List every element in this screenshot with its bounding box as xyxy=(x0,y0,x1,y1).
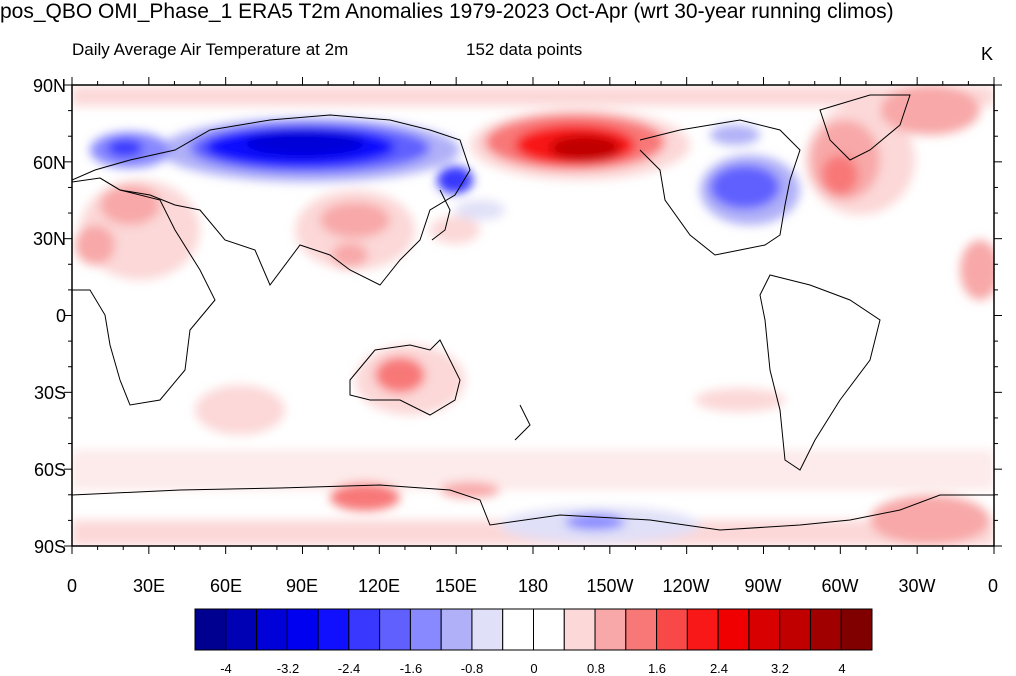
colorbar-swatch xyxy=(317,608,350,651)
colorbar-swatch xyxy=(533,608,565,651)
lon-label: 30E xyxy=(133,576,165,596)
lon-label: 30W xyxy=(898,576,935,596)
figure-title: pos_QBO OMI_Phase_1 ERA5 T2m Anomalies 1… xyxy=(0,0,894,23)
lon-label: 60W xyxy=(821,576,858,596)
anomaly-field xyxy=(72,85,994,546)
lat-label: 0 xyxy=(56,306,66,326)
lat-label: 90N xyxy=(33,76,66,96)
colorbar-label: 2.4 xyxy=(710,661,728,676)
lon-label: 90W xyxy=(744,576,781,596)
lon-label: 0 xyxy=(67,576,77,596)
colorbar-label: 4 xyxy=(838,661,845,676)
colorbar-swatch xyxy=(809,608,842,651)
colorbar-label: -4 xyxy=(220,661,232,676)
axis-ticks xyxy=(64,77,1002,554)
colorbar-swatch xyxy=(194,608,227,651)
colorbar-swatch xyxy=(256,608,288,651)
lon-label: 150W xyxy=(586,576,633,596)
colorbar-swatch xyxy=(563,608,596,651)
lon-label: 180 xyxy=(518,576,548,596)
colorbar-swatch xyxy=(379,608,411,651)
colorbar-swatch xyxy=(656,608,688,651)
variable-subtitle: Daily Average Air Temperature at 2m xyxy=(72,40,349,59)
colorbar-label: 3.2 xyxy=(771,661,789,676)
colorbar-swatch xyxy=(748,608,781,651)
colorbar-swatch xyxy=(594,608,627,651)
longitude-labels: 0 30E 60E 90E 120E 150E 180 150W 120W 90… xyxy=(67,576,998,596)
colorbar-swatch xyxy=(717,608,750,651)
colorbar-swatch xyxy=(440,608,473,651)
colorbar-label: -2.4 xyxy=(338,661,360,676)
lon-label: 120W xyxy=(662,576,709,596)
colorbar-swatch xyxy=(502,608,534,651)
lon-label: 150E xyxy=(435,576,477,596)
lat-label: 30N xyxy=(33,229,66,249)
colorbar-label: -0.8 xyxy=(461,661,483,676)
lat-label: 60N xyxy=(33,153,66,173)
latitude-labels: 90N 60N 30N 0 30S 60S 90S xyxy=(33,76,66,557)
colorbar-labels: -4 -3.2 -2.4 -1.6 -0.8 0 0.8 1.6 2.4 3.2… xyxy=(220,661,845,676)
lon-label: 90E xyxy=(286,576,318,596)
colorbar-swatch xyxy=(471,608,504,651)
colorbar-label: 0 xyxy=(530,661,537,676)
colorbar-swatch xyxy=(625,608,658,651)
count-subtitle: 152 data points xyxy=(466,40,583,59)
lat-label: 60S xyxy=(34,460,66,480)
colorbar-label: -1.6 xyxy=(400,661,422,676)
lon-label: 60E xyxy=(210,576,242,596)
units-label: K xyxy=(981,44,994,64)
colorbar-label: 0.8 xyxy=(587,661,605,676)
colorbar-swatch xyxy=(686,608,719,651)
lat-label: 30S xyxy=(34,383,66,403)
lon-label: 0 xyxy=(988,576,998,596)
colorbar-swatch xyxy=(225,608,258,651)
colorbar-label: 1.6 xyxy=(648,661,666,676)
colorbar xyxy=(194,608,873,651)
colorbar-swatch xyxy=(286,608,319,651)
colorbar-swatch xyxy=(409,608,442,651)
coastlines xyxy=(72,94,994,531)
colorbar-swatch xyxy=(779,608,811,651)
lon-label: 120E xyxy=(358,576,400,596)
colorbar-label: -3.2 xyxy=(277,661,299,676)
colorbar-swatch xyxy=(348,608,381,651)
colorbar-swatch xyxy=(840,608,873,651)
lat-label: 90S xyxy=(34,537,66,557)
